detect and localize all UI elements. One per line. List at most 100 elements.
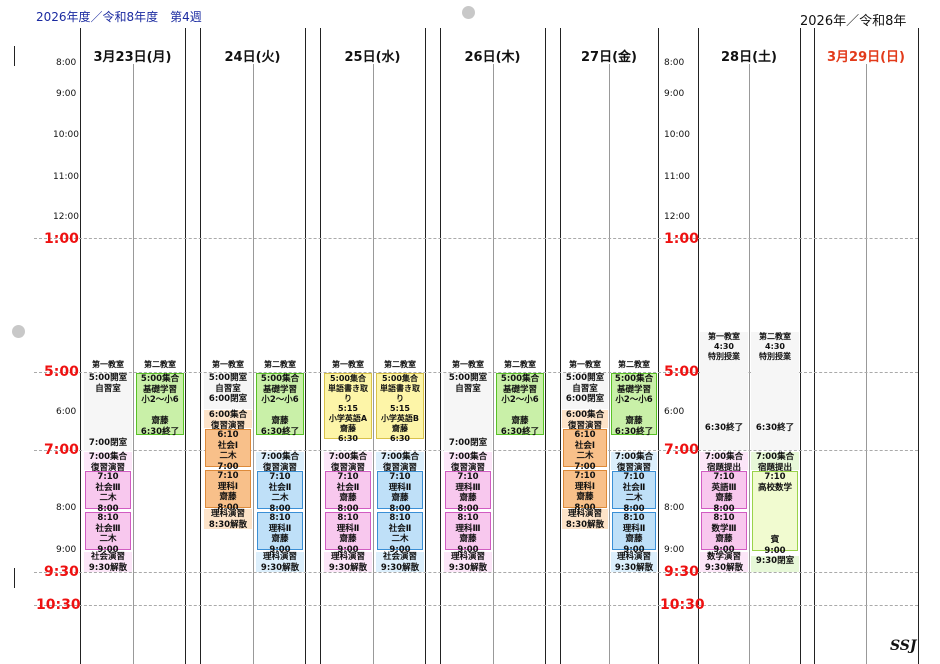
event-block: 6:30終了 — [755, 423, 795, 433]
day-header-sun: 3月29日(日) — [826, 50, 906, 65]
event-block: 理科演習 9:30解散 — [256, 552, 304, 573]
col-line — [305, 28, 306, 664]
event-block: 第二教室 4:30 特別授業 — [751, 332, 799, 450]
time-label: 1:00 — [44, 231, 79, 247]
event-block: 7:10 英語Ⅲ 齋藤 8:00 — [701, 471, 747, 514]
event-block: 7:00集合 復習演習 — [84, 452, 132, 473]
event-block: 7:10 理科Ⅲ 齋藤 8:00 — [445, 471, 491, 514]
room-label: 第一教室 — [569, 360, 601, 369]
event-block: 8:10 理科Ⅲ 齋藤 9:00 — [445, 512, 491, 555]
line-10-30 — [34, 605, 696, 606]
event-block: 社会演習 9:30解散 — [376, 552, 424, 573]
event-block: 7:00集合 復習演習 — [256, 452, 304, 473]
time-label: 11:00 — [664, 172, 690, 182]
event-block: 8:10 理科Ⅱ 齋藤 9:00 — [325, 512, 371, 555]
day-header-wed: 25日(水) — [344, 50, 401, 65]
event-block: 7:00集合 宿題提出 — [751, 452, 799, 473]
time-label: 9:00 — [56, 545, 77, 555]
day-header-thu: 26日(木) — [464, 50, 521, 65]
punch-hole-left — [12, 325, 25, 338]
col-line — [200, 28, 201, 664]
event-block: 8:10 数学Ⅲ 齋藤 9:00 — [701, 512, 747, 555]
event-block: 5:00開室 自習室 — [444, 373, 492, 451]
event-block: 7:00集合 復習演習 — [444, 452, 492, 473]
event-block: 第一教室 4:30 特別授業 — [700, 332, 748, 450]
time-label: 9:30 — [44, 564, 79, 580]
col-line — [814, 28, 815, 664]
event-block: 5:00集合 基礎学習 小2〜小6 齋藤 6:30終了 — [136, 373, 184, 437]
event-block: 5:00集合 基礎学習 小2〜小6 齋藤 6:30終了 — [611, 373, 657, 437]
line-9-30 — [34, 572, 696, 573]
line-7-00 — [698, 450, 918, 451]
line-9-30 — [698, 572, 918, 573]
room-label: 第二教室 — [264, 360, 296, 369]
time-label: 9:00 — [56, 89, 77, 99]
sub-col-line — [493, 64, 494, 664]
event-block: 6:30終了 — [704, 423, 744, 433]
event-block: 7:10 理科Ⅱ 齋藤 8:00 — [377, 471, 423, 514]
room-label: 第二教室 — [384, 360, 416, 369]
col-line — [658, 28, 659, 664]
col-line — [425, 28, 426, 664]
line-5-00 — [34, 372, 696, 373]
room-label: 第一教室 — [332, 360, 364, 369]
sub-col-line — [866, 64, 867, 664]
time-label: 10:00 — [53, 130, 79, 140]
event-block: 理科演習 9:30解散 — [324, 552, 372, 573]
footer-mark: SSJ — [890, 638, 917, 654]
week-title: 2026年度／令和8年度 第4週 — [36, 10, 202, 24]
line-1-00 — [698, 238, 918, 239]
time-label: 8:00 — [664, 58, 685, 68]
col-line — [185, 28, 186, 664]
event-block: 数学演習 9:30解散 — [700, 552, 748, 573]
event-block: 5:00開室 自習室 — [84, 373, 132, 451]
day-header-fri: 27日(金) — [581, 50, 637, 65]
day-header-sat: 28日(土) — [721, 50, 777, 65]
time-label: 7:00 — [44, 442, 79, 458]
col-line — [545, 28, 546, 664]
sub-col-line — [133, 64, 134, 664]
room-label: 第二教室 — [504, 360, 536, 369]
time-label: 8:00 — [56, 58, 77, 68]
event-block: 6:10 社会Ⅰ 二木 7:00 — [563, 429, 607, 472]
event-block: 5:00開室 自習室 6:00閉室 — [562, 373, 608, 409]
time-label: 8:00 — [664, 503, 685, 513]
event-block: 9:30閉室 — [751, 556, 799, 572]
event-block: 7:10 理科Ⅰ 齋藤 8:00 — [563, 470, 607, 513]
event-block: 7:10 理科Ⅰ 齋藤 8:00 — [205, 470, 251, 513]
time-label: 6:00 — [664, 407, 685, 417]
event-block: 5:00集合 基礎学習 小2〜小6 齋藤 6:30終了 — [496, 373, 544, 437]
room-label: 第一教室 — [452, 360, 484, 369]
event-block: 社会演習 9:30解散 — [84, 552, 132, 573]
event-block: 8:10 理科Ⅱ 齋藤 9:00 — [257, 512, 303, 555]
event-block: 5:00集合 単語書き取り 5:15 小学英語A 齋藤 6:30 — [324, 373, 372, 443]
time-label: 1:00 — [664, 231, 699, 247]
day-header-mon: 3月23日(月) — [93, 50, 172, 65]
room-label: 第二教室 — [144, 360, 176, 369]
margin-tick — [14, 568, 15, 588]
sub-col-line — [253, 64, 254, 664]
event-block: 7:00集合 復習演習 — [376, 452, 424, 473]
line-1-00 — [34, 238, 696, 239]
event-block: 7:10 社会Ⅱ 二木 8:00 — [612, 471, 656, 514]
time-label: 9:00 — [664, 89, 685, 99]
col-line — [440, 28, 441, 664]
event-block: 理科演習 8:30解散 — [204, 509, 252, 530]
col-line — [918, 28, 919, 664]
time-label: 5:00 — [44, 364, 79, 380]
sub-col-line — [749, 64, 750, 664]
margin-tick — [14, 46, 15, 66]
room-label: 第一教室 — [92, 360, 124, 369]
col-line — [80, 28, 81, 664]
event-block: 5:00集合 基礎学習 小2〜小6 齋藤 6:30終了 — [256, 373, 304, 437]
event-block: 理科演習 9:30解散 — [611, 552, 657, 573]
event-block: 理科演習 9:30解散 — [444, 552, 492, 573]
event-block: 7:10 社会Ⅱ 二木 8:00 — [257, 471, 303, 514]
day-header-tue: 24日(火) — [224, 50, 281, 65]
time-label: 9:30 — [664, 564, 699, 580]
time-label: 6:00 — [56, 407, 77, 417]
time-label: 10:00 — [664, 130, 690, 140]
time-label: 10:30 — [36, 597, 81, 613]
col-line — [698, 28, 699, 664]
line-10-30 — [698, 605, 918, 606]
